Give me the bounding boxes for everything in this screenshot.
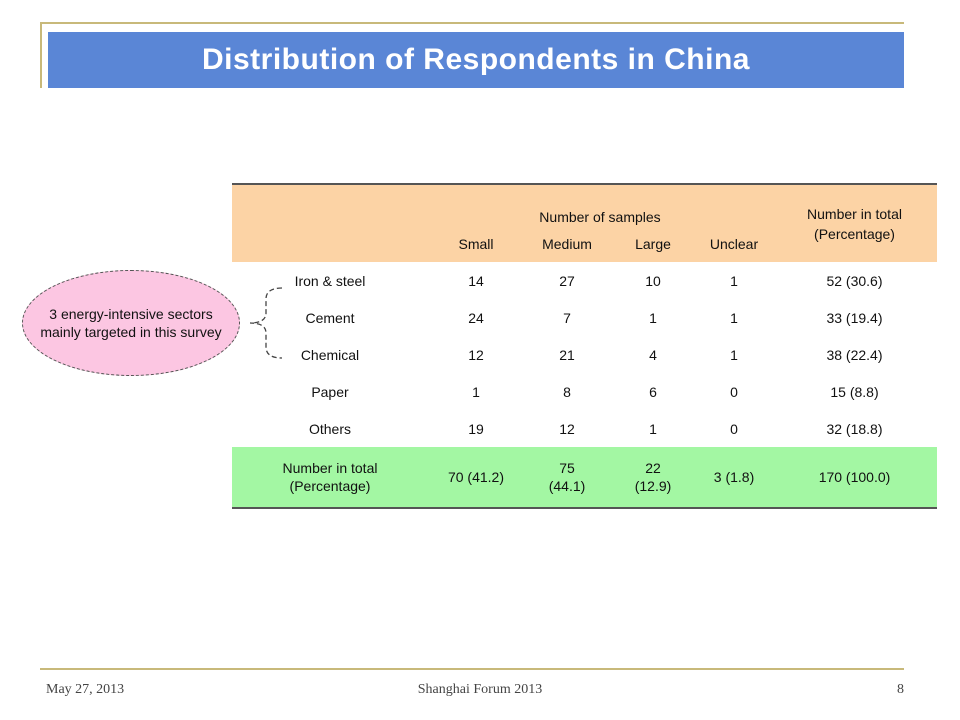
total-cell: 70 (41.2) [428,447,524,508]
row-label: Chemical [300,346,360,363]
cell: 0 [730,383,738,400]
row-label: Iron & steel [294,272,366,289]
row-label-header [232,225,428,262]
bottom-frame-line [40,668,904,670]
row-label: Others [308,420,351,437]
cell: 0 [730,420,738,437]
cell: 1 [649,420,657,437]
sector-callout: 3 energy-intensive sectors mainly target… [22,270,240,376]
cell: 19 [468,420,484,437]
corner-header [232,184,428,225]
table-row: Cement 24 7 1 1 33 (19.4) [232,299,937,336]
cell: 27 [559,272,575,289]
cell: 1 [472,383,480,400]
cell: 21 [559,346,575,363]
total-row-label: Number in total (Percentage) [232,447,428,508]
row-label: Cement [305,309,355,326]
column-header: Small [428,225,524,262]
table-row: Iron & steel 14 27 10 1 52 (30.6) [232,262,937,299]
slide-title: Distribution of Respondents in China [202,43,750,76]
column-header: Medium [524,225,610,262]
total-header: Number in total (Percentage) [772,184,937,262]
cell: 14 [468,272,484,289]
cell: 8 [563,383,571,400]
cell: 1 [730,272,738,289]
total-cell: 22 (12.9) [610,447,696,508]
left-frame-line [40,22,42,88]
group-header: Number of samples [428,184,772,225]
column-header: Large [610,225,696,262]
footer-event: Shanghai Forum 2013 [417,682,543,697]
cell: 4 [649,346,657,363]
respondents-table: Number of samples Number in total (Perce… [232,183,937,509]
top-frame-line [40,22,904,24]
row-total: 32 (18.8) [826,420,883,437]
row-label: Paper [311,383,349,400]
table-row: Chemical 12 21 4 1 38 (22.4) [232,336,937,373]
grand-total: 170 (100.0) [772,447,937,508]
row-total: 33 (19.4) [826,309,883,326]
cell: 10 [645,272,661,289]
total-cell: 3 (1.8) [696,447,772,508]
table-row: Paper 1 8 6 0 15 (8.8) [232,373,937,410]
table-row: Others 19 12 1 0 32 (18.8) [232,410,937,447]
bracket-connector [249,287,283,359]
cell: 1 [649,309,657,326]
total-row: Number in total (Percentage) 70 (41.2) 7… [232,447,937,508]
callout-text: 3 energy-intensive sectors mainly target… [40,306,222,340]
page-number: 8 [897,682,904,697]
cell: 24 [468,309,484,326]
cell: 6 [649,383,657,400]
row-total: 52 (30.6) [826,272,883,289]
cell: 12 [559,420,575,437]
footer-date: May 27, 2013 [46,682,125,697]
row-total: 38 (22.4) [826,346,883,363]
cell: 12 [468,346,484,363]
cell: 1 [730,309,738,326]
row-total: 15 (8.8) [830,383,879,400]
column-header: Unclear [696,225,772,262]
cell: 1 [730,346,738,363]
cell: 7 [563,309,571,326]
total-cell: 75 (44.1) [524,447,610,508]
title-bar: Distribution of Respondents in China [48,32,904,88]
